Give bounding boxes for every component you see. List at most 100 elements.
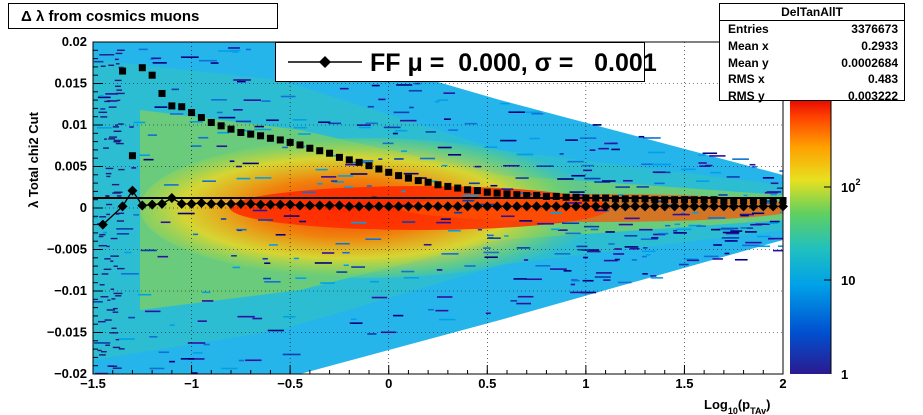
mean-point (97, 219, 108, 230)
heatmap-bin (679, 263, 689, 266)
mean-point (502, 201, 512, 212)
mean-point (127, 185, 138, 196)
heatmap-bin (110, 255, 119, 257)
heatmap-bin (98, 235, 104, 238)
heatmap-bin (100, 350, 107, 353)
heatmap-bin (243, 99, 262, 101)
heatmap-bin (337, 175, 354, 177)
y-tick-label: 0 (80, 200, 87, 215)
y-tick-label: −0.005 (47, 242, 87, 257)
heatmap-bin (762, 177, 775, 179)
heatmap-bin (767, 237, 775, 240)
mean-point (433, 201, 443, 212)
heatmap-bin (640, 238, 658, 241)
heatmap-bin (559, 153, 564, 155)
mean-point (492, 201, 503, 212)
heatmap-bin (401, 270, 415, 273)
heatmap-bin (245, 359, 262, 362)
heatmap-bin (158, 351, 170, 354)
sigma-point (700, 196, 708, 204)
heatmap-bin (613, 253, 625, 255)
heatmap-bin (717, 228, 734, 231)
heatmap-bin (393, 111, 410, 114)
sigma-point (266, 134, 274, 142)
heatmap-bin (462, 199, 475, 202)
mean-point (571, 201, 581, 212)
mean-point (679, 201, 690, 212)
heatmap-bin (724, 252, 730, 255)
heatmap-bin (108, 136, 118, 138)
heatmap-bin (720, 227, 739, 230)
stats-row-rms-x: RMS x 0.483 (720, 71, 904, 88)
mean-point (689, 201, 700, 212)
heatmap-bin (112, 346, 121, 349)
heatmap-bin (111, 327, 117, 329)
sigma-point (257, 132, 265, 140)
heatmap-bin (436, 269, 443, 271)
heatmap-bin (349, 322, 363, 324)
heatmap-bin (487, 237, 494, 239)
heatmap-bin (779, 170, 783, 172)
heatmap-bin (151, 57, 162, 60)
heatmap-bin (686, 259, 700, 262)
heatmap-bin (170, 113, 184, 115)
fit-legend: FF μ = 0.000, σ = 0.001 (275, 42, 657, 82)
heatmap-bin (280, 95, 296, 98)
heatmap-bin (233, 79, 251, 81)
heatmap-bin (104, 138, 108, 140)
heatmap-bin (519, 220, 533, 222)
heatmap-bin (740, 227, 747, 229)
heatmap-bin (365, 122, 378, 125)
heatmap-bin (745, 241, 762, 244)
mean-point (610, 201, 621, 212)
sigma-point (207, 119, 215, 127)
heatmap-bin (718, 194, 728, 196)
heatmap-bin (96, 127, 112, 129)
heatmap-bin (755, 223, 770, 226)
heatmap-bin (104, 258, 111, 260)
stats-label: RMS x (728, 72, 765, 87)
heatmap-bin (236, 228, 247, 231)
heatmap-bin (441, 253, 459, 255)
sigma-point (671, 196, 679, 204)
heatmap-bin (488, 237, 501, 240)
x-tick-label: 0 (385, 376, 392, 391)
heatmap-bin (358, 126, 371, 129)
heatmap-bin (740, 214, 749, 217)
heatmap-bin (121, 273, 139, 275)
heatmap-bin (149, 336, 158, 338)
heatmap-bin (403, 276, 420, 279)
mean-point (718, 201, 729, 212)
heatmap-bin (419, 157, 436, 160)
heatmap-bin (163, 184, 179, 186)
heatmap-bin (468, 182, 480, 185)
heatmap-bin (264, 262, 271, 265)
sigma-point (158, 89, 166, 97)
heatmap-bin (177, 212, 195, 215)
heatmap-bin (99, 54, 108, 56)
heatmap-bin (113, 265, 118, 267)
heatmap-bin (503, 164, 520, 167)
heatmap-bin (383, 126, 401, 129)
heatmap-bin (113, 139, 122, 142)
mean-point (364, 201, 374, 212)
heatmap-bin (437, 146, 452, 149)
sigma-point (197, 114, 205, 122)
heatmap-bin (367, 333, 377, 335)
mean-point (758, 201, 769, 212)
heatmap-bin (187, 342, 206, 344)
plot-title: Δ λ from cosmics muons (8, 3, 278, 29)
heatmap-bin (642, 137, 661, 139)
heatmap-bin (448, 153, 462, 156)
heatmap-bin (652, 171, 666, 173)
heatmap-bin (116, 228, 134, 230)
heatmap-bin (587, 250, 601, 253)
heatmap-bin (111, 298, 116, 300)
sigma-point (759, 197, 767, 205)
heatmap-bin (504, 235, 509, 237)
heatmap-bin (94, 342, 111, 344)
stats-box: DelTanAllT Entries 3376673 Mean x 0.2933 M… (719, 3, 905, 103)
sigma-point (749, 197, 757, 205)
stats-row-entries: Entries 3376673 (720, 21, 904, 38)
heatmap-bin (160, 221, 171, 224)
